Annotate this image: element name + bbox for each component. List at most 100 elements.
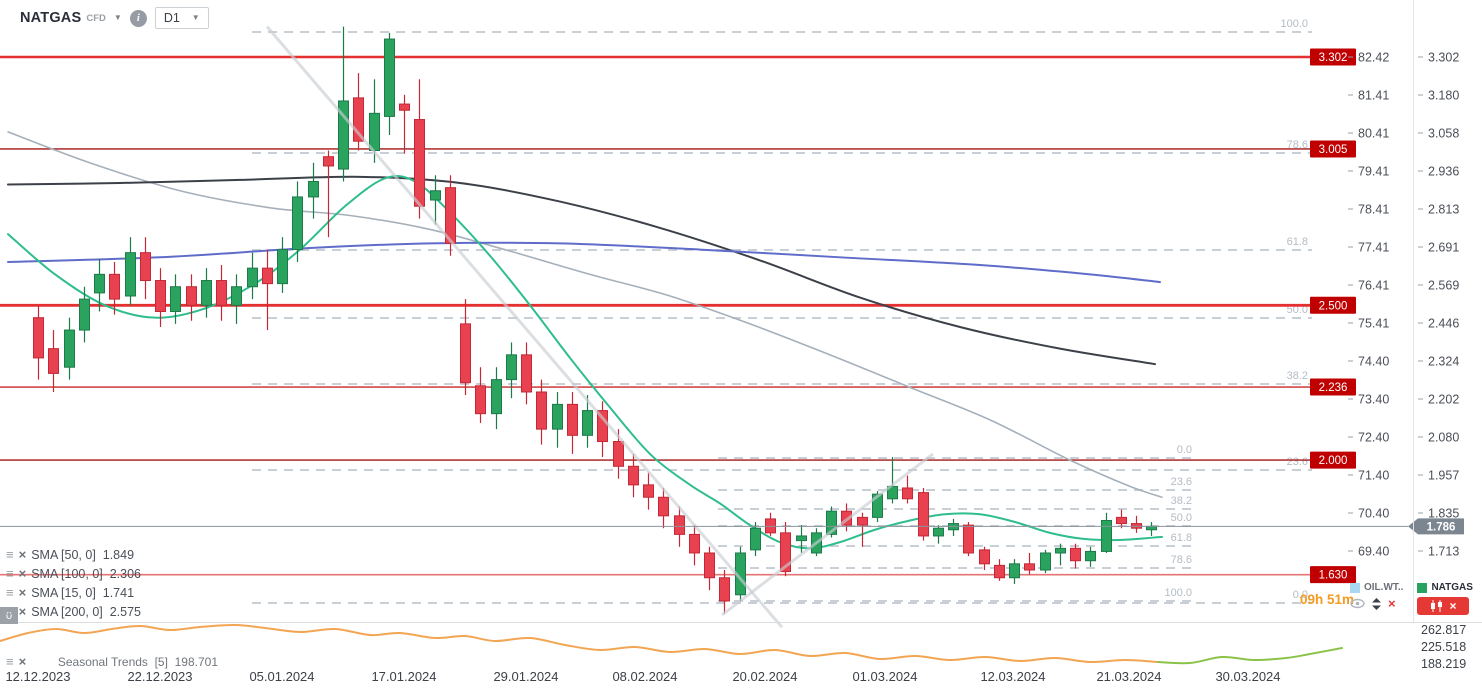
timeframe-select[interactable]: D1 ▼ [154,7,209,29]
sma-close-icon[interactable]: × [18,604,27,619]
sma-close-icon[interactable]: × [18,585,27,600]
candle-down [674,515,685,535]
sma-close-icon[interactable]: × [18,547,27,562]
candle-down [216,280,227,306]
candle-up [1101,519,1112,552]
candle-down [857,516,868,526]
sma-settings-icon[interactable]: ≡ [6,585,14,600]
candle-down [155,280,166,312]
candle-down [918,492,929,537]
overlay-instruments-legend: OIL.WT.. × NATGAS [1350,582,1473,615]
candle-down [643,484,654,498]
natgas-scale-label: 2.446 [1428,317,1459,331]
oil-scale-label: 78.41 [1358,203,1389,217]
date-axis-label: 08.02.2024 [612,669,677,684]
candle-up [1146,525,1157,531]
candle-down [567,403,578,436]
natgas-scale-label: 2.813 [1428,203,1459,217]
natgas-chart-type-badge[interactable]: × [1417,597,1470,615]
oil-scale-label: 69.40 [1358,545,1389,559]
sma-settings-icon[interactable]: ≡ [6,547,14,562]
candle-down [658,496,669,517]
sort-arrows-icon[interactable] [1372,597,1381,610]
candle-up [201,280,212,306]
candle-down [521,354,532,393]
fib-trendline [721,452,934,617]
candle-up [1009,563,1020,579]
natgas-scale-label: 2.936 [1428,165,1459,179]
fib-major-label: 50.0 [1287,304,1308,316]
candle-up [750,527,761,551]
candle-up [506,354,517,381]
date-axis-label: 20.02.2024 [732,669,797,684]
natgas-scale-label: 1.957 [1428,469,1459,483]
candle-up [125,252,136,297]
price-level-badge-label: 3.302 [1319,52,1348,64]
candle-up [872,493,883,518]
fib-minor-label: 78.6 [1171,554,1192,566]
panel-divider-badge[interactable]: 0 [0,607,18,624]
natgas-color-swatch [1417,582,1428,593]
sma-legend-label: SMA [200, 0] 2.575 [31,604,141,619]
sma-200-line [7,241,1161,284]
candle-up [277,249,288,285]
sma-legend-label: SMA [50, 0] 1.849 [31,547,135,562]
date-axis-label: 17.01.2024 [371,669,436,684]
seasonal-settings-icon[interactable]: ≡ [6,654,14,669]
oil-scale-label: 75.41 [1358,317,1389,331]
seasonal-trend-line-green [1157,647,1343,665]
candle-down [399,103,410,111]
candle-down [262,267,273,285]
timeframe-value: D1 [163,11,180,25]
eye-icon[interactable] [1350,598,1365,609]
oil-scale-label: 70.40 [1358,507,1389,521]
sma-close-icon[interactable]: × [18,566,27,581]
instrument-dropdown-caret-icon[interactable]: ▼ [113,13,122,22]
seasonal-legend: ≡ × Seasonal Trends [5] 198.701 [6,652,218,671]
candle-up [231,286,242,306]
instrument-type-label: CFD [86,12,106,24]
natgas-close-icon[interactable]: × [1449,599,1457,613]
price-level-badge-label: 3.005 [1319,144,1348,156]
candlestick-icon [1431,600,1443,612]
sma-15-line [7,175,1163,550]
oil-close-icon[interactable]: × [1388,596,1396,611]
candle-up [826,510,837,535]
sma-settings-icon[interactable]: ≡ [6,604,14,619]
sma-legend-row: ≡ × SMA [15, 0] 1.741 [6,583,141,602]
natgas-legend-column: NATGAS × [1417,582,1473,615]
price-level-badge [1310,140,1356,158]
candle-down [460,323,471,384]
candle-up [79,298,90,331]
oil-color-swatch [1350,582,1360,593]
candle-down [48,348,59,374]
fib-major-label: 0.0 [1293,589,1308,601]
candle-down [979,549,990,565]
seasonal-close-icon[interactable]: × [18,654,27,669]
price-level-badge [1310,566,1356,584]
price-level-badge-label: 1.630 [1319,570,1348,582]
natgas-scale-label: 2.691 [1428,241,1459,255]
instrument-symbol[interactable]: NATGAS [20,10,82,26]
candle-up [796,535,807,542]
date-axis-label: 21.03.2024 [1096,669,1161,684]
natgas-scale-label: 2.569 [1428,279,1459,293]
chart-header: NATGAS CFD ▼ i D1 ▼ [20,7,209,29]
sma-settings-icon[interactable]: ≡ [6,566,14,581]
candle-down [33,317,44,359]
candle-countdown-timer: 09h 51m [1299,592,1354,607]
seasonal-scale-label: 188.219 [1421,657,1466,671]
sma-legend-row: ≡ × SMA [200, 0] 2.575 [6,602,141,621]
sma-legend-row: ≡ × SMA [50, 0] 1.849 [6,545,141,564]
candle-up [384,38,395,117]
oil-scale-label: 76.41 [1358,279,1389,293]
candle-down [140,252,151,282]
info-icon[interactable]: i [129,9,147,27]
candle-up [430,190,441,201]
oil-scale-label: 79.41 [1358,165,1389,179]
seasonal-scale-label: 225.518 [1421,640,1466,654]
candle-down [353,97,364,142]
current-price-badge-label: 1.786 [1427,521,1456,533]
